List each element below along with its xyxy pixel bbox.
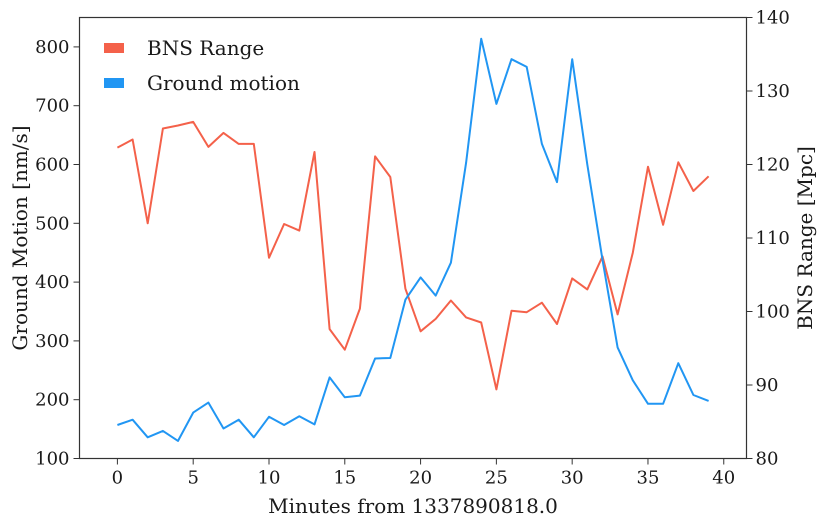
x-tick-label: 0 (112, 468, 123, 489)
left-y-axis-title: Ground Motion [nm/s] (8, 125, 32, 350)
left-y-tick-label: 500 (35, 213, 69, 234)
right-y-tick-label: 130 (756, 81, 790, 102)
right-y-tick-label: 100 (756, 302, 790, 323)
x-tick-label: 40 (712, 468, 735, 489)
legend-swatch-ground-motion (104, 78, 124, 88)
x-tick-label: 30 (561, 468, 584, 489)
legend-swatch-bns-range (104, 43, 124, 53)
right-y-tick-label: 110 (756, 228, 790, 249)
legend: BNS Range Ground motion (104, 36, 300, 95)
x-tick-label: 20 (409, 468, 432, 489)
right-y-tick-label: 140 (756, 8, 790, 29)
series-lines (116, 37, 710, 442)
left-y-tick-label: 200 (35, 390, 69, 411)
right-y-axis-title: BNS Range [Mpc] (793, 146, 817, 330)
left-y-axis: 100 200 300 400 500 600 700 800 (35, 37, 80, 470)
left-y-tick-label: 400 (35, 272, 69, 293)
ground-motion-line (117, 37, 709, 442)
left-y-tick-label: 800 (35, 37, 69, 58)
right-y-tick-label: 90 (756, 375, 779, 396)
x-tick-label: 25 (485, 468, 508, 489)
bns-range-line (116, 120, 710, 391)
right-y-axis: 80 90 100 110 120 130 140 (746, 8, 790, 470)
right-y-tick-label: 120 (756, 155, 790, 176)
x-axis-title: Minutes from 1337890818.0 (268, 494, 558, 518)
legend-label-ground-motion: Ground motion (147, 71, 300, 95)
right-y-tick-label: 80 (756, 449, 779, 470)
x-axis: 0 5 10 15 20 25 30 35 40 (112, 458, 735, 489)
x-tick-label: 35 (637, 468, 660, 489)
legend-label-bns-range: BNS Range (147, 36, 264, 60)
x-tick-label: 5 (187, 468, 198, 489)
left-y-tick-label: 100 (35, 449, 69, 470)
left-y-tick-label: 700 (35, 96, 69, 117)
left-y-tick-label: 300 (35, 331, 69, 352)
x-tick-label: 15 (333, 468, 356, 489)
left-y-tick-label: 600 (35, 155, 69, 176)
x-tick-label: 10 (258, 468, 281, 489)
